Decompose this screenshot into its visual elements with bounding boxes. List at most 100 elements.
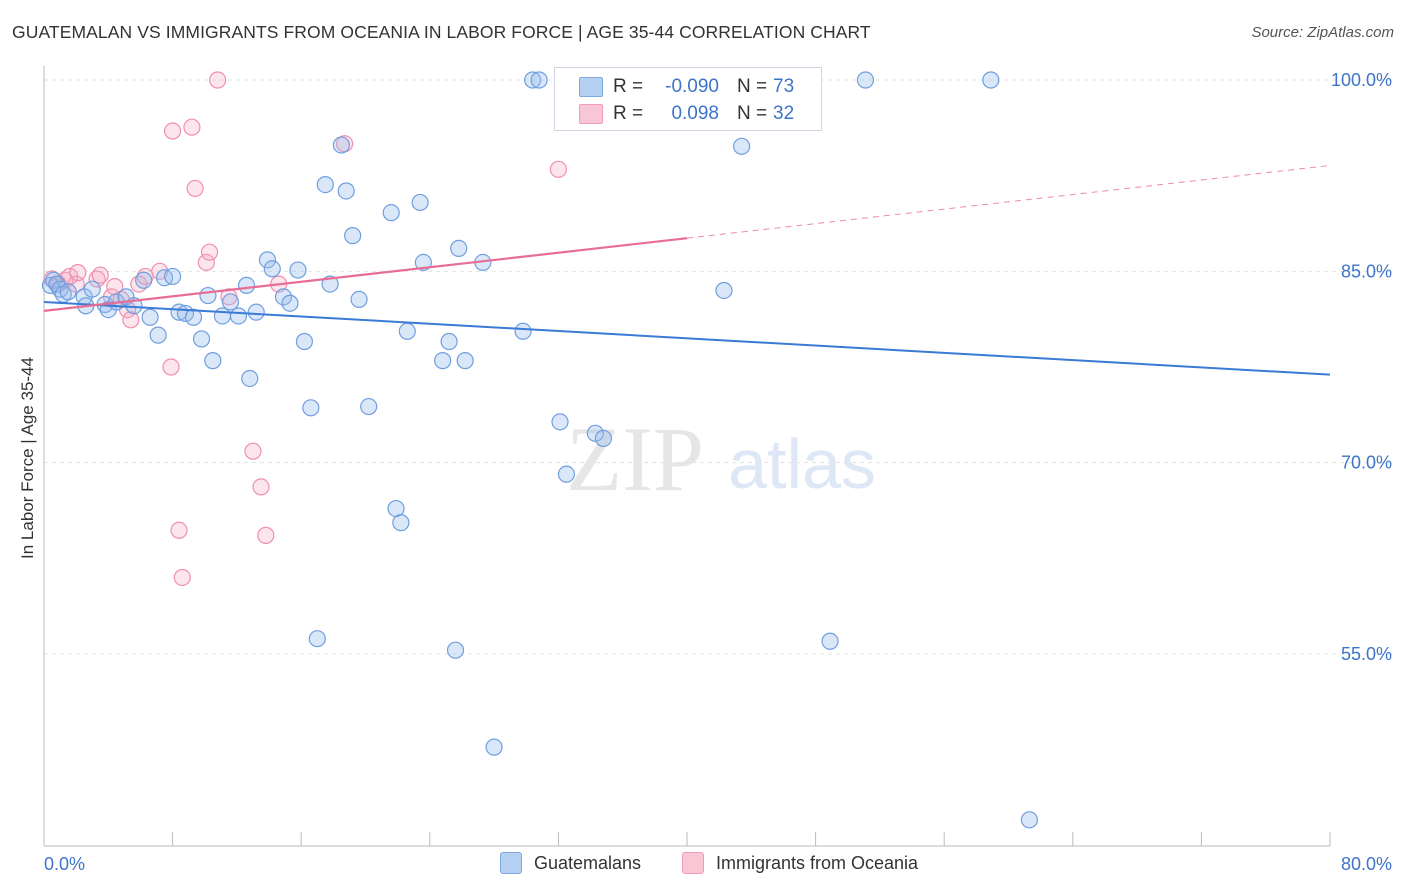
point-guatemalans [321,275,339,293]
point-guatemalans [281,294,299,312]
point-guatemalans [398,322,416,340]
point-guatemalans [982,71,1000,89]
point-oceania [91,266,109,284]
point-guatemalans [450,239,468,257]
point-guatemalans [295,332,314,351]
stats-n-label: N = [737,103,768,124]
stats-row-guatemalans: R = -0.090 N = 73 [555,73,821,101]
stats-n-label: N = [737,76,768,97]
point-oceania [69,264,87,282]
point-oceania [197,253,215,272]
legend-label: Immigrants from Oceania [716,852,919,873]
stats-n-value: 32 [773,103,795,124]
y-tick-label: 70.0% [1341,453,1392,473]
data-points [41,71,1038,829]
point-guatemalans [41,276,60,294]
y-tick-labels: 55.0% 70.0% 85.0% 100.0% [1331,70,1392,664]
point-oceania [186,179,204,198]
y-axis-label: In Labor Force | Age 35-44 [18,357,37,559]
point-oceania [257,526,275,544]
point-guatemalans [263,260,281,278]
point-guatemalans [289,261,307,279]
y-tick-label: 100.0% [1331,70,1392,90]
stats-n-value: 73 [773,76,795,97]
stats-box: R = -0.090 N = 73 R = 0.098 N = 32 [554,67,822,131]
stats-r-value: 0.098 [671,103,719,124]
point-guatemalans [302,399,320,417]
point-guatemalans [258,251,277,269]
trend-line-oceania [43,237,688,312]
point-guatemalans [1020,811,1038,829]
point-guatemalans [446,641,465,659]
point-guatemalans [229,307,248,325]
legend-item-oceania[interactable]: Immigrants from Oceania [682,852,918,874]
point-oceania [173,568,191,587]
point-oceania [252,478,270,496]
point-guatemalans [733,137,751,155]
legend-label: Guatemalans [534,852,642,873]
point-guatemalans [332,136,350,154]
point-guatemalans [485,738,503,756]
legend-item-guatemalans[interactable]: Guatemalans [500,852,641,874]
point-guatemalans [557,465,576,483]
point-oceania [209,71,227,89]
stats-r-label: R = [613,103,644,124]
watermark: ZIP atlas [566,408,876,510]
point-guatemalans [456,352,474,370]
chart-title: GUATEMALAN VS IMMIGRANTS FROM OCEANIA IN… [12,22,871,42]
point-guatemalans [192,330,211,348]
point-guatemalans [274,288,293,306]
point-guatemalans [411,193,429,212]
stats-r-value: -0.090 [665,76,719,97]
point-oceania [122,311,140,329]
x-tick-label-min: 0.0% [44,854,85,874]
point-guatemalans [856,71,875,89]
point-guatemalans [199,286,217,305]
point-guatemalans [184,308,203,326]
point-oceania [183,118,201,136]
point-guatemalans [247,303,265,321]
point-guatemalans [551,413,569,431]
point-guatemalans [434,352,452,370]
point-guatemalans [715,281,733,300]
point-guatemalans [392,514,410,532]
trend-line-oceania-extension [686,164,1331,239]
point-guatemalans [59,283,77,301]
watermark-zip: ZIP [566,408,704,510]
point-guatemalans [594,429,613,448]
point-guatemalans [344,227,362,245]
point-guatemalans [337,182,355,200]
point-oceania [200,243,219,261]
point-guatemalans [241,369,259,388]
point-guatemalans [414,253,432,272]
point-guatemalans [213,307,232,325]
point-guatemalans [530,71,548,89]
stats-r-label: R = [613,76,644,97]
point-guatemalans [141,308,159,326]
point-guatemalans [164,267,182,286]
trend-line-guatemalans [43,300,1331,376]
legend-swatch-pink [682,852,704,874]
point-guatemalans [514,322,532,340]
point-guatemalans [350,290,368,308]
point-oceania [162,358,180,376]
point-guatemalans [524,71,542,89]
point-guatemalans [308,630,326,648]
legend-swatch-blue [500,852,522,874]
point-oceania [164,122,182,140]
point-guatemalans [221,293,240,311]
source-credit: Source: ZipAtlas.com [1251,24,1394,41]
stats-swatch-blue [579,77,603,97]
stats-row-oceania: R = 0.098 N = 32 [555,100,821,128]
point-guatemalans [237,276,256,294]
point-guatemalans [204,352,222,370]
point-guatemalans [360,397,378,416]
point-guatemalans [135,271,153,289]
point-oceania [549,160,568,178]
y-tick-label: 55.0% [1341,644,1392,664]
point-guatemalans [316,175,334,194]
axes [43,66,1331,847]
point-guatemalans [83,280,101,298]
point-oceania [244,442,262,460]
